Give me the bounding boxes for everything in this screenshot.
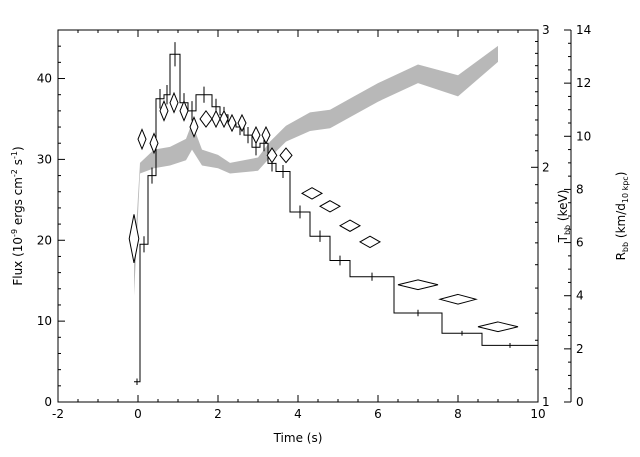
- temperature-diamond: [251, 125, 261, 145]
- flux-axis-label: Flux (10-9 ergs cm-2 s-1): [10, 146, 25, 285]
- flux-axis-ticks: 0 10 20 30 40: [37, 29, 65, 409]
- temperature-diamond: [261, 125, 271, 145]
- radius-band-layer: [134, 45, 498, 296]
- x-tick-label: 10: [530, 407, 545, 421]
- radius-tick-label: 8: [576, 182, 584, 196]
- flux-tick-label: 30: [37, 152, 52, 166]
- temperature-diamond: [358, 235, 382, 249]
- temperature-diamond: [266, 147, 278, 164]
- kt-tick-label: 2: [542, 160, 550, 174]
- temperature-diamond: [189, 116, 199, 139]
- temperature-diamond: [169, 91, 179, 114]
- temperature-diamond: [397, 279, 439, 291]
- radius-tick-label: 4: [576, 289, 584, 303]
- temperature-diamond: [279, 147, 293, 164]
- diamond-points-layer: [128, 91, 519, 333]
- x-axis-label: Time (s): [273, 431, 323, 445]
- temperature-diamond: [149, 132, 159, 155]
- temperature-diamond: [219, 109, 229, 129]
- x-tick-label: 4: [294, 407, 302, 421]
- x-tick-label: 0: [134, 407, 142, 421]
- flux-tick-label: 10: [37, 314, 52, 328]
- temperature-diamond: [211, 109, 221, 129]
- radius-tick-label: 0: [576, 395, 584, 409]
- x-axis-ticks: -2 0 2 4 6 8 10: [52, 30, 546, 421]
- temperature-diamond: [338, 219, 362, 232]
- radius-axis-ticks: 0 2 4 6 8 10 12 14: [564, 23, 591, 409]
- flux-tick-label: 40: [37, 72, 52, 86]
- radius-tick-label: 2: [576, 342, 584, 356]
- temperature-diamond: [227, 113, 237, 133]
- radius-band: [134, 45, 498, 296]
- x-tick-label: 2: [214, 407, 222, 421]
- temperature-diamond: [300, 187, 324, 200]
- x-tick-label: -2: [52, 407, 64, 421]
- temperature-diamond: [128, 214, 140, 264]
- kt-tick-label: 3: [542, 23, 550, 37]
- temperature-diamond: [179, 99, 189, 122]
- x-tick-label: 6: [374, 407, 382, 421]
- x-tick-label: 8: [454, 407, 462, 421]
- kt-axis-label: Tbb (keV): [556, 190, 572, 244]
- flux-histogram-layer: [134, 42, 538, 386]
- flux-tick-label: 20: [37, 233, 52, 247]
- temperature-diamond: [137, 128, 147, 151]
- radius-tick-label: 10: [576, 129, 591, 143]
- kt-axis-ticks: 1 2 3: [531, 23, 550, 409]
- kt-tick-label: 1: [542, 395, 550, 409]
- temperature-diamond: [237, 113, 247, 133]
- temperature-diamond: [438, 293, 478, 305]
- radius-tick-label: 14: [576, 23, 591, 37]
- flux-histogram: [134, 53, 538, 383]
- temperature-diamond: [477, 321, 519, 333]
- radius-axis-label: Rbb (km/d10 kpc): [614, 172, 630, 261]
- radius-tick-label: 12: [576, 76, 591, 90]
- radius-tick-label: 6: [576, 236, 584, 250]
- temperature-diamond: [318, 200, 342, 213]
- flux-tick-label: 0: [44, 395, 52, 409]
- temperature-diamond: [159, 99, 169, 122]
- temperature-diamond: [199, 110, 213, 128]
